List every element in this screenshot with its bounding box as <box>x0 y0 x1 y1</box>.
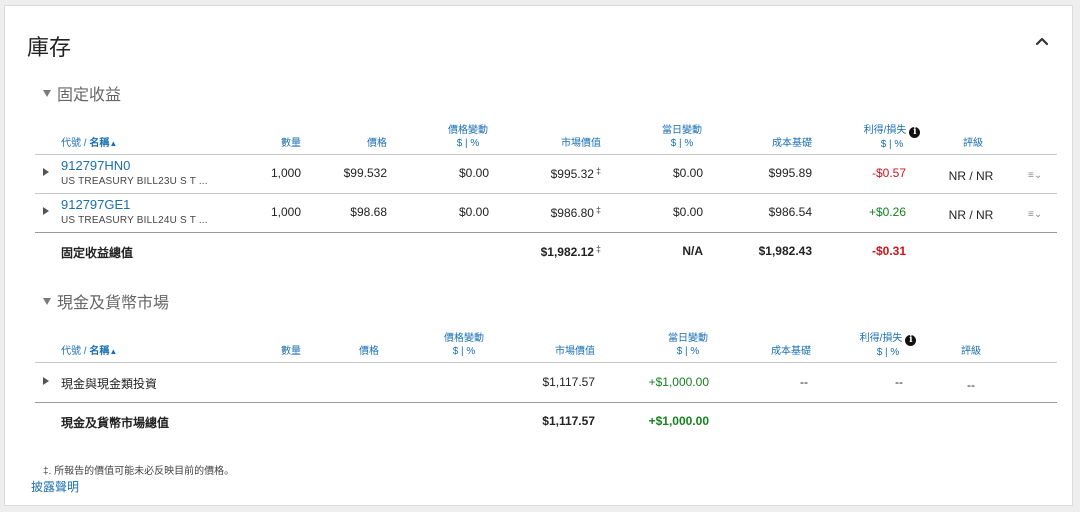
cell-price: $99.532 <box>343 166 387 180</box>
total-market-value: $1,982.12 ‡ <box>505 244 601 259</box>
caret-right-icon[interactable] <box>43 168 49 176</box>
header-price-change[interactable]: 價格變動 $ | % <box>425 124 511 150</box>
disclosure-link[interactable]: 披露聲明 <box>31 480 80 494</box>
total-cost-basis: $1,982.43 <box>758 244 812 258</box>
header-day-change[interactable]: 當日變動 $ | % <box>645 124 719 150</box>
cell-cost-basis: $986.54 <box>768 205 812 219</box>
cell-rating: -- <box>967 378 975 392</box>
info-icon[interactable]: i <box>905 335 917 346</box>
total-day-change: +$1,000.00 <box>648 414 709 428</box>
header-cost-basis[interactable]: 成本基礎 <box>771 346 811 357</box>
header-day-change-label: 當日變動 <box>668 333 708 344</box>
section-toggle-fixed-income[interactable]: 固定收益 <box>43 81 121 105</box>
cell-rating: NR / NR <box>948 208 994 222</box>
section-toggle-cash[interactable]: 現金及貨幣市場 <box>43 289 169 313</box>
dagger-mark: ‡ <box>595 166 601 176</box>
dagger-mark: ‡ <box>595 205 601 215</box>
cell-cost-basis: -- <box>800 375 808 389</box>
header-market-value[interactable]: 市場價值 <box>561 138 601 149</box>
sort-up-icon: ▲ <box>109 347 118 356</box>
header-day-change-unit: $ | % <box>676 346 700 357</box>
header-rating[interactable]: 評級 <box>961 346 981 357</box>
caret-right-icon[interactable] <box>43 377 49 385</box>
dagger-mark: ‡ <box>595 244 601 254</box>
security-description: US TREASURY BILL23U S T ... <box>61 176 208 187</box>
header-symbol: 代號 / <box>61 138 90 149</box>
cash-row-name[interactable]: 現金與現金類投資 <box>61 377 158 391</box>
market-value: $1,982.12 <box>540 245 594 259</box>
header-qty[interactable]: 數量 <box>281 346 301 357</box>
symbol-link[interactable]: 912797GE1 <box>61 197 131 212</box>
section-heading: 現金及貨幣市場 <box>57 295 170 312</box>
caret-down-icon <box>43 89 51 97</box>
total-day-change: N/A <box>682 244 703 258</box>
cell-price: $98.68 <box>350 205 387 219</box>
row-menu-icon[interactable]: ≡⌄ <box>1028 209 1043 220</box>
divider <box>35 402 1057 403</box>
header-day-change[interactable]: 當日變動 $ | % <box>651 332 725 358</box>
header-price[interactable]: 價格 <box>367 138 387 149</box>
cell-rating: NR / NR <box>948 169 994 183</box>
header-price-change-unit: $ | % <box>456 138 480 149</box>
header-gain-loss-label: 利得/損失 <box>863 125 907 136</box>
symbol-link[interactable]: 912797HN0 <box>61 158 131 173</box>
cell-gain-loss: -- <box>895 375 903 389</box>
cell-day-change: +$1,000.00 <box>648 375 709 389</box>
security-description: US TREASURY BILL24U S T ... <box>61 215 208 226</box>
info-icon[interactable]: i <box>909 127 921 138</box>
section-heading: 固定收益 <box>57 87 122 104</box>
cell-gain-loss: -$0.57 <box>871 166 906 180</box>
total-market-value: $1,117.57 <box>542 414 595 428</box>
cell-market-value: $986.80 ‡ <box>505 205 601 220</box>
header-price-change-label: 價格變動 <box>444 333 484 344</box>
header-price-change-unit: $ | % <box>452 346 476 357</box>
total-gain-loss: -$0.31 <box>871 244 906 258</box>
cell-price-change: $0.00 <box>458 205 489 219</box>
caret-down-icon <box>43 297 51 305</box>
header-rating[interactable]: 評級 <box>963 138 983 149</box>
header-cost-basis[interactable]: 成本基礎 <box>772 138 812 149</box>
header-price-change-label: 價格變動 <box>448 125 488 136</box>
header-name: 名稱 <box>89 138 110 149</box>
header-symbol-name[interactable]: 代號 / 名稱▲ <box>61 137 117 150</box>
divider <box>35 154 1057 155</box>
caret-right-icon[interactable] <box>43 207 49 215</box>
sort-up-icon: ▲ <box>109 139 118 148</box>
header-day-change-unit: $ | % <box>670 138 694 149</box>
footnote: ‡. 所報告的價值可能未必反映目前的價格。 <box>43 466 235 477</box>
total-label: 固定收益總值 <box>61 246 134 260</box>
header-qty[interactable]: 數量 <box>281 138 301 149</box>
market-value: $986.80 <box>550 206 594 220</box>
divider <box>35 362 1057 363</box>
header-symbol-name[interactable]: 代號 / 名稱▲ <box>61 345 117 358</box>
header-price-change[interactable]: 價格變動 $ | % <box>421 332 507 358</box>
total-label: 現金及貨幣市場總值 <box>61 416 170 430</box>
cell-market-value: $995.32 ‡ <box>505 166 601 181</box>
cell-day-change: $0.00 <box>672 205 703 219</box>
cell-qty: 1,000 <box>270 205 301 219</box>
header-gain-loss-unit: $ | % <box>876 347 900 358</box>
header-market-value[interactable]: 市場價值 <box>555 346 595 357</box>
cell-market-value: $1,117.57 <box>542 375 596 389</box>
header-name: 名稱 <box>89 346 110 357</box>
cell-day-change: $0.00 <box>672 166 703 180</box>
divider <box>35 193 1057 194</box>
chevron-up-icon[interactable] <box>1031 30 1053 52</box>
cell-cost-basis: $995.89 <box>768 166 812 180</box>
holdings-card: 庫存 固定收益 代號 / 名稱▲ 數量 價格 價格變動 $ | % 市場價值 當… <box>4 5 1073 506</box>
header-price[interactable]: 價格 <box>359 346 379 357</box>
header-gain-loss-label: 利得/損失 <box>859 333 903 344</box>
cell-price-change: $0.00 <box>458 166 489 180</box>
header-gain-loss[interactable]: 利得/損失 i $ | % <box>843 332 933 359</box>
header-gain-loss[interactable]: 利得/損失 i $ | % <box>847 124 937 151</box>
market-value: $995.32 <box>550 167 594 181</box>
cell-gain-loss: +$0.26 <box>868 205 906 219</box>
cell-qty: 1,000 <box>270 166 301 180</box>
page-title: 庫存 <box>27 35 72 60</box>
header-day-change-label: 當日變動 <box>662 125 702 136</box>
header-symbol: 代號 / <box>61 346 90 357</box>
header-gain-loss-unit: $ | % <box>880 139 904 150</box>
divider <box>35 232 1057 233</box>
row-menu-icon[interactable]: ≡⌄ <box>1028 170 1043 181</box>
